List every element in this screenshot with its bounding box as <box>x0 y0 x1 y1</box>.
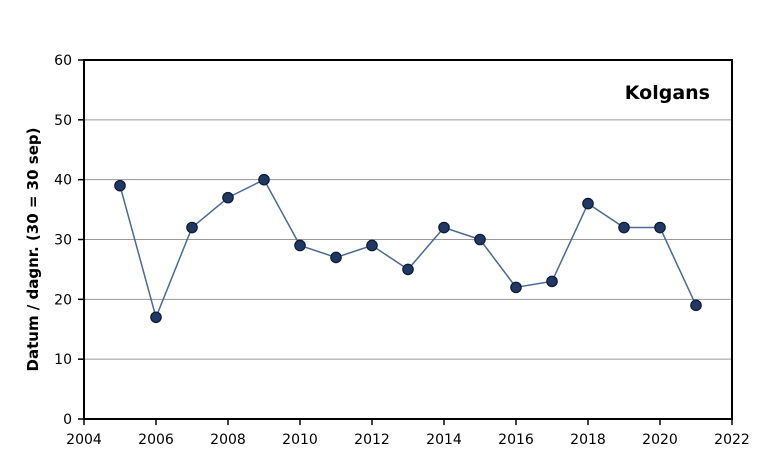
x-tick-label: 2012 <box>354 432 390 448</box>
x-tick-label: 2018 <box>570 432 606 448</box>
chart-title: Kolgans <box>625 82 710 104</box>
x-tick-label: 2016 <box>498 432 534 448</box>
y-tick-label: 10 <box>54 352 72 368</box>
axis-ticks <box>78 59 733 425</box>
data-point <box>114 179 126 192</box>
gridlines <box>84 119 732 360</box>
y-tick-label: 0 <box>63 412 72 428</box>
x-tick-label: 2006 <box>138 432 174 448</box>
data-point <box>474 233 486 246</box>
y-tick-label: 60 <box>54 53 72 69</box>
data-point <box>330 251 342 264</box>
y-tick-label: 50 <box>54 113 72 129</box>
data-point <box>582 197 594 210</box>
x-tick-label: 2010 <box>282 432 318 448</box>
tick-labels: 0 10 20 30 40 50 60 2004 2006 2008 2010 2012 2014 201… <box>54 53 750 448</box>
x-tick-label: 2022 <box>714 432 750 448</box>
data-point <box>186 221 198 234</box>
x-tick-label: 2020 <box>642 432 678 448</box>
series-line <box>119 178 697 320</box>
data-point <box>294 239 306 252</box>
data-series <box>114 173 702 324</box>
data-point <box>366 239 378 252</box>
data-point <box>150 311 162 324</box>
data-point <box>402 263 414 276</box>
data-point <box>438 221 450 234</box>
y-tick-label: 30 <box>54 233 72 249</box>
data-point <box>690 299 702 312</box>
x-tick-label: 2014 <box>426 432 462 448</box>
data-point <box>258 173 270 186</box>
data-point <box>546 275 558 288</box>
data-point <box>510 281 522 294</box>
y-tick-label: 20 <box>54 292 72 308</box>
x-tick-label: 2008 <box>210 432 246 448</box>
x-tick-label: 2004 <box>66 432 102 448</box>
y-axis-title: Datum / dagnr. (30 = 30 sep) <box>24 128 42 372</box>
data-point <box>222 191 234 204</box>
y-tick-label: 40 <box>54 173 72 189</box>
data-point <box>618 221 630 234</box>
data-point <box>654 221 666 234</box>
